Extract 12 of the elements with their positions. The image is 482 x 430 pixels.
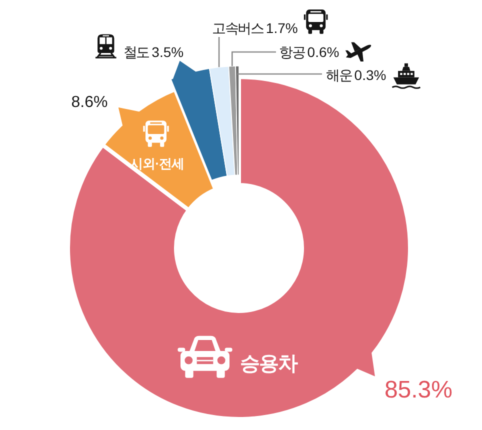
data-label: 0.6%: [307, 44, 340, 60]
data-label: 3.5%: [152, 44, 184, 60]
slice-label: 항공: [279, 44, 308, 60]
slice-label: 철도: [123, 44, 152, 60]
data-label: 1.7%: [266, 20, 298, 36]
slice-label: 고속버스: [212, 20, 266, 36]
data-label: 85.3%: [384, 376, 453, 404]
slice-label: 해운: [326, 67, 354, 84]
data-label: 8.6%: [71, 94, 108, 111]
data-label: 0.3%: [354, 67, 386, 84]
slice-label: 승용차: [240, 353, 298, 375]
slice-label: 시외·전세: [130, 156, 184, 171]
